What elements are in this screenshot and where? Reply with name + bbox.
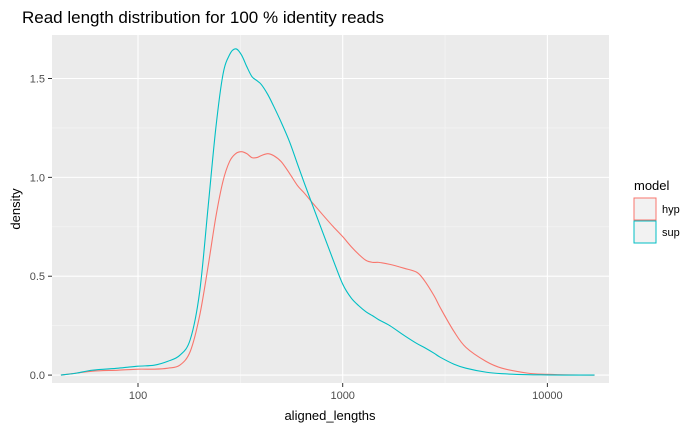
y-axis-title: density: [8, 188, 23, 230]
x-tick-label: 10000: [532, 390, 563, 402]
x-axis: 100 1000 10000: [129, 383, 563, 402]
legend-key-sup: [633, 220, 657, 244]
major-grid: [52, 35, 609, 383]
plot-panel: [52, 35, 609, 383]
y-tick-label: 1.5: [30, 74, 45, 86]
legend-label-sup: sup: [662, 227, 680, 239]
series-line-hyp: [60, 151, 595, 376]
series-lines: [60, 48, 595, 376]
x-axis-title: aligned_lengths: [284, 408, 376, 423]
x-tick-label: 100: [129, 390, 147, 402]
legend: model hyp sup: [633, 178, 680, 244]
y-tick-label: 1.0: [30, 172, 45, 184]
chart-title: Read length distribution for 100 % ident…: [22, 8, 384, 27]
legend-key-hyp: [633, 197, 657, 221]
y-tick-label: 0.0: [30, 370, 45, 382]
legend-label-hyp: hyp: [662, 204, 680, 216]
legend-title: model: [634, 178, 670, 193]
minor-grid: [52, 35, 609, 383]
series-line-sup: [60, 48, 595, 376]
x-tick-label: 1000: [330, 390, 354, 402]
y-tick-label: 0.5: [30, 271, 45, 283]
y-axis: 0.0 0.5 1.0 1.5: [30, 74, 52, 382]
